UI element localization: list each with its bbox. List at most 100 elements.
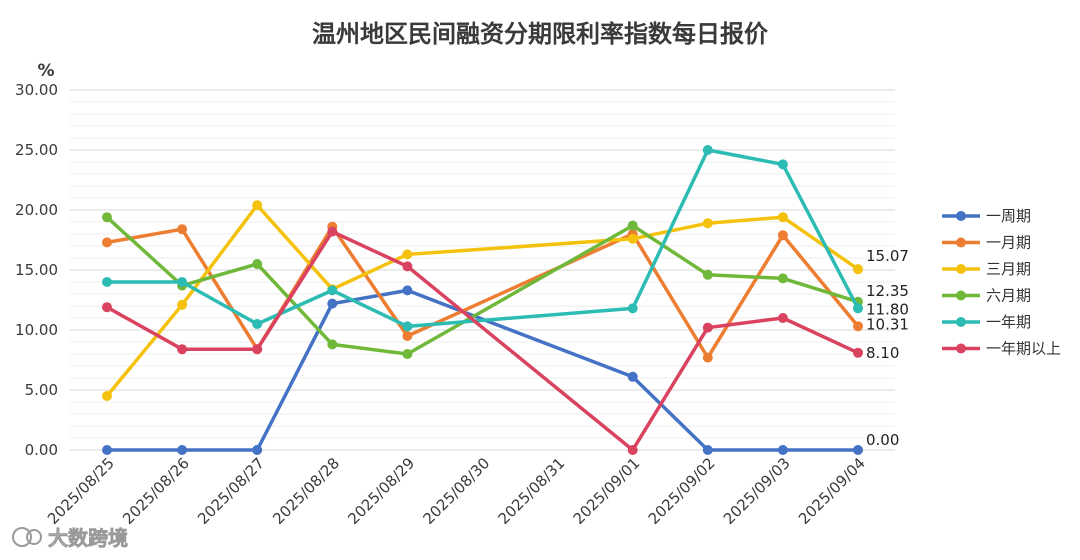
data-point — [102, 237, 112, 248]
y-tick-label: 20.00 — [15, 201, 58, 219]
data-point — [702, 218, 713, 229]
data-point — [853, 445, 863, 455]
end-label: 11.80 — [866, 300, 909, 318]
data-point — [777, 212, 788, 223]
watermark-text: 大数跨境 — [48, 526, 128, 550]
data-point — [702, 269, 713, 280]
legend-marker — [956, 290, 966, 301]
legend-marker — [956, 317, 966, 327]
legend-marker — [956, 211, 966, 221]
data-point — [777, 445, 788, 455]
x-tick-label: 2025/08/26 — [119, 454, 193, 528]
x-tick-label: 2025/09/04 — [795, 454, 869, 528]
y-tick-label: 5.00 — [25, 381, 58, 399]
data-point — [702, 445, 713, 455]
watermark: 大数跨境 — [12, 526, 128, 550]
chart-title: 温州地区民间融资分期限利率指数每日报价 — [312, 20, 769, 48]
data-point — [402, 249, 413, 260]
data-point — [252, 259, 263, 269]
legend-label: 一月期 — [986, 234, 1031, 252]
x-tick-label: 2025/09/02 — [645, 454, 719, 528]
data-point — [853, 303, 863, 314]
end-label: 0.00 — [866, 431, 899, 449]
data-point — [102, 277, 112, 287]
gridlines — [70, 89, 895, 451]
data-point — [627, 371, 638, 382]
data-point — [853, 264, 863, 275]
data-point — [702, 145, 713, 155]
data-point — [102, 445, 112, 455]
data-point — [402, 331, 413, 341]
data-point — [102, 212, 112, 223]
data-point — [327, 298, 338, 309]
data-point — [252, 344, 263, 355]
legend-marker — [956, 264, 966, 274]
data-point — [252, 319, 263, 329]
data-point — [627, 303, 638, 314]
x-tick-label: 2025/08/28 — [269, 454, 343, 528]
legend-label: 六月期 — [986, 287, 1031, 305]
legend-marker — [956, 237, 966, 248]
data-point — [102, 302, 112, 313]
end-label: 10.31 — [866, 315, 909, 333]
y-tick-label: 15.00 — [15, 261, 58, 279]
data-point — [252, 200, 263, 211]
x-tick-label: 2025/08/25 — [44, 454, 118, 528]
series-1 — [102, 221, 863, 363]
data-point — [627, 445, 638, 455]
y-tick-label: 0.00 — [25, 441, 58, 459]
y-tick-label: 10.00 — [15, 321, 58, 339]
data-point — [327, 226, 338, 237]
x-tick-label: 2025/08/30 — [419, 454, 493, 528]
end-label: 12.35 — [866, 282, 909, 300]
x-axis-ticks: 2025/08/25 2025/08/26 2025/08/27 2025/08/28… — [44, 454, 869, 528]
data-point — [702, 352, 713, 363]
legend-label: 一年期 — [986, 313, 1031, 331]
series-line — [105, 229, 860, 452]
end-label: 8.10 — [866, 344, 899, 362]
data-point — [853, 321, 863, 332]
data-point — [177, 344, 188, 355]
x-tick-label: 2025/09/03 — [720, 454, 794, 528]
data-point — [177, 445, 188, 455]
y-tick-label: 25.00 — [15, 141, 58, 159]
x-tick-label: 2025/08/27 — [194, 454, 268, 528]
series-line — [105, 215, 860, 356]
x-tick-label: 2025/09/01 — [570, 454, 644, 528]
data-point — [402, 349, 413, 359]
data-point — [402, 321, 413, 332]
legend-label: 一周期 — [986, 207, 1031, 225]
y-tick-label: 30.00 — [15, 81, 58, 99]
series-layer — [102, 145, 863, 455]
y-axis-unit: % — [37, 61, 54, 81]
ttkk-logo-icon — [12, 527, 42, 547]
data-point — [777, 313, 788, 323]
data-point — [177, 299, 188, 310]
data-point — [777, 273, 788, 284]
end-label: 15.07 — [866, 247, 909, 265]
data-point — [177, 277, 188, 287]
data-point — [777, 159, 788, 170]
data-point — [102, 391, 112, 401]
series-4 — [102, 145, 863, 332]
data-point — [853, 347, 863, 358]
data-point — [327, 339, 338, 350]
x-tick-label: 2025/08/29 — [344, 454, 418, 528]
series-5 — [102, 226, 863, 455]
legend-marker — [956, 343, 966, 354]
y-axis-ticks: 0.00 5.00 10.00 15.00 20.00 25.00 30.00 — [15, 81, 58, 459]
legend-label: 三月期 — [986, 260, 1031, 278]
data-point — [777, 230, 788, 241]
data-point — [402, 285, 413, 296]
x-tick-label: 2025/08/31 — [495, 454, 569, 528]
data-point — [627, 233, 638, 244]
series-0 — [102, 285, 863, 455]
series-line — [105, 148, 860, 329]
data-point — [252, 445, 263, 455]
legend-label: 一年期以上 — [986, 340, 1061, 358]
data-point — [177, 224, 188, 235]
data-point — [702, 322, 713, 333]
